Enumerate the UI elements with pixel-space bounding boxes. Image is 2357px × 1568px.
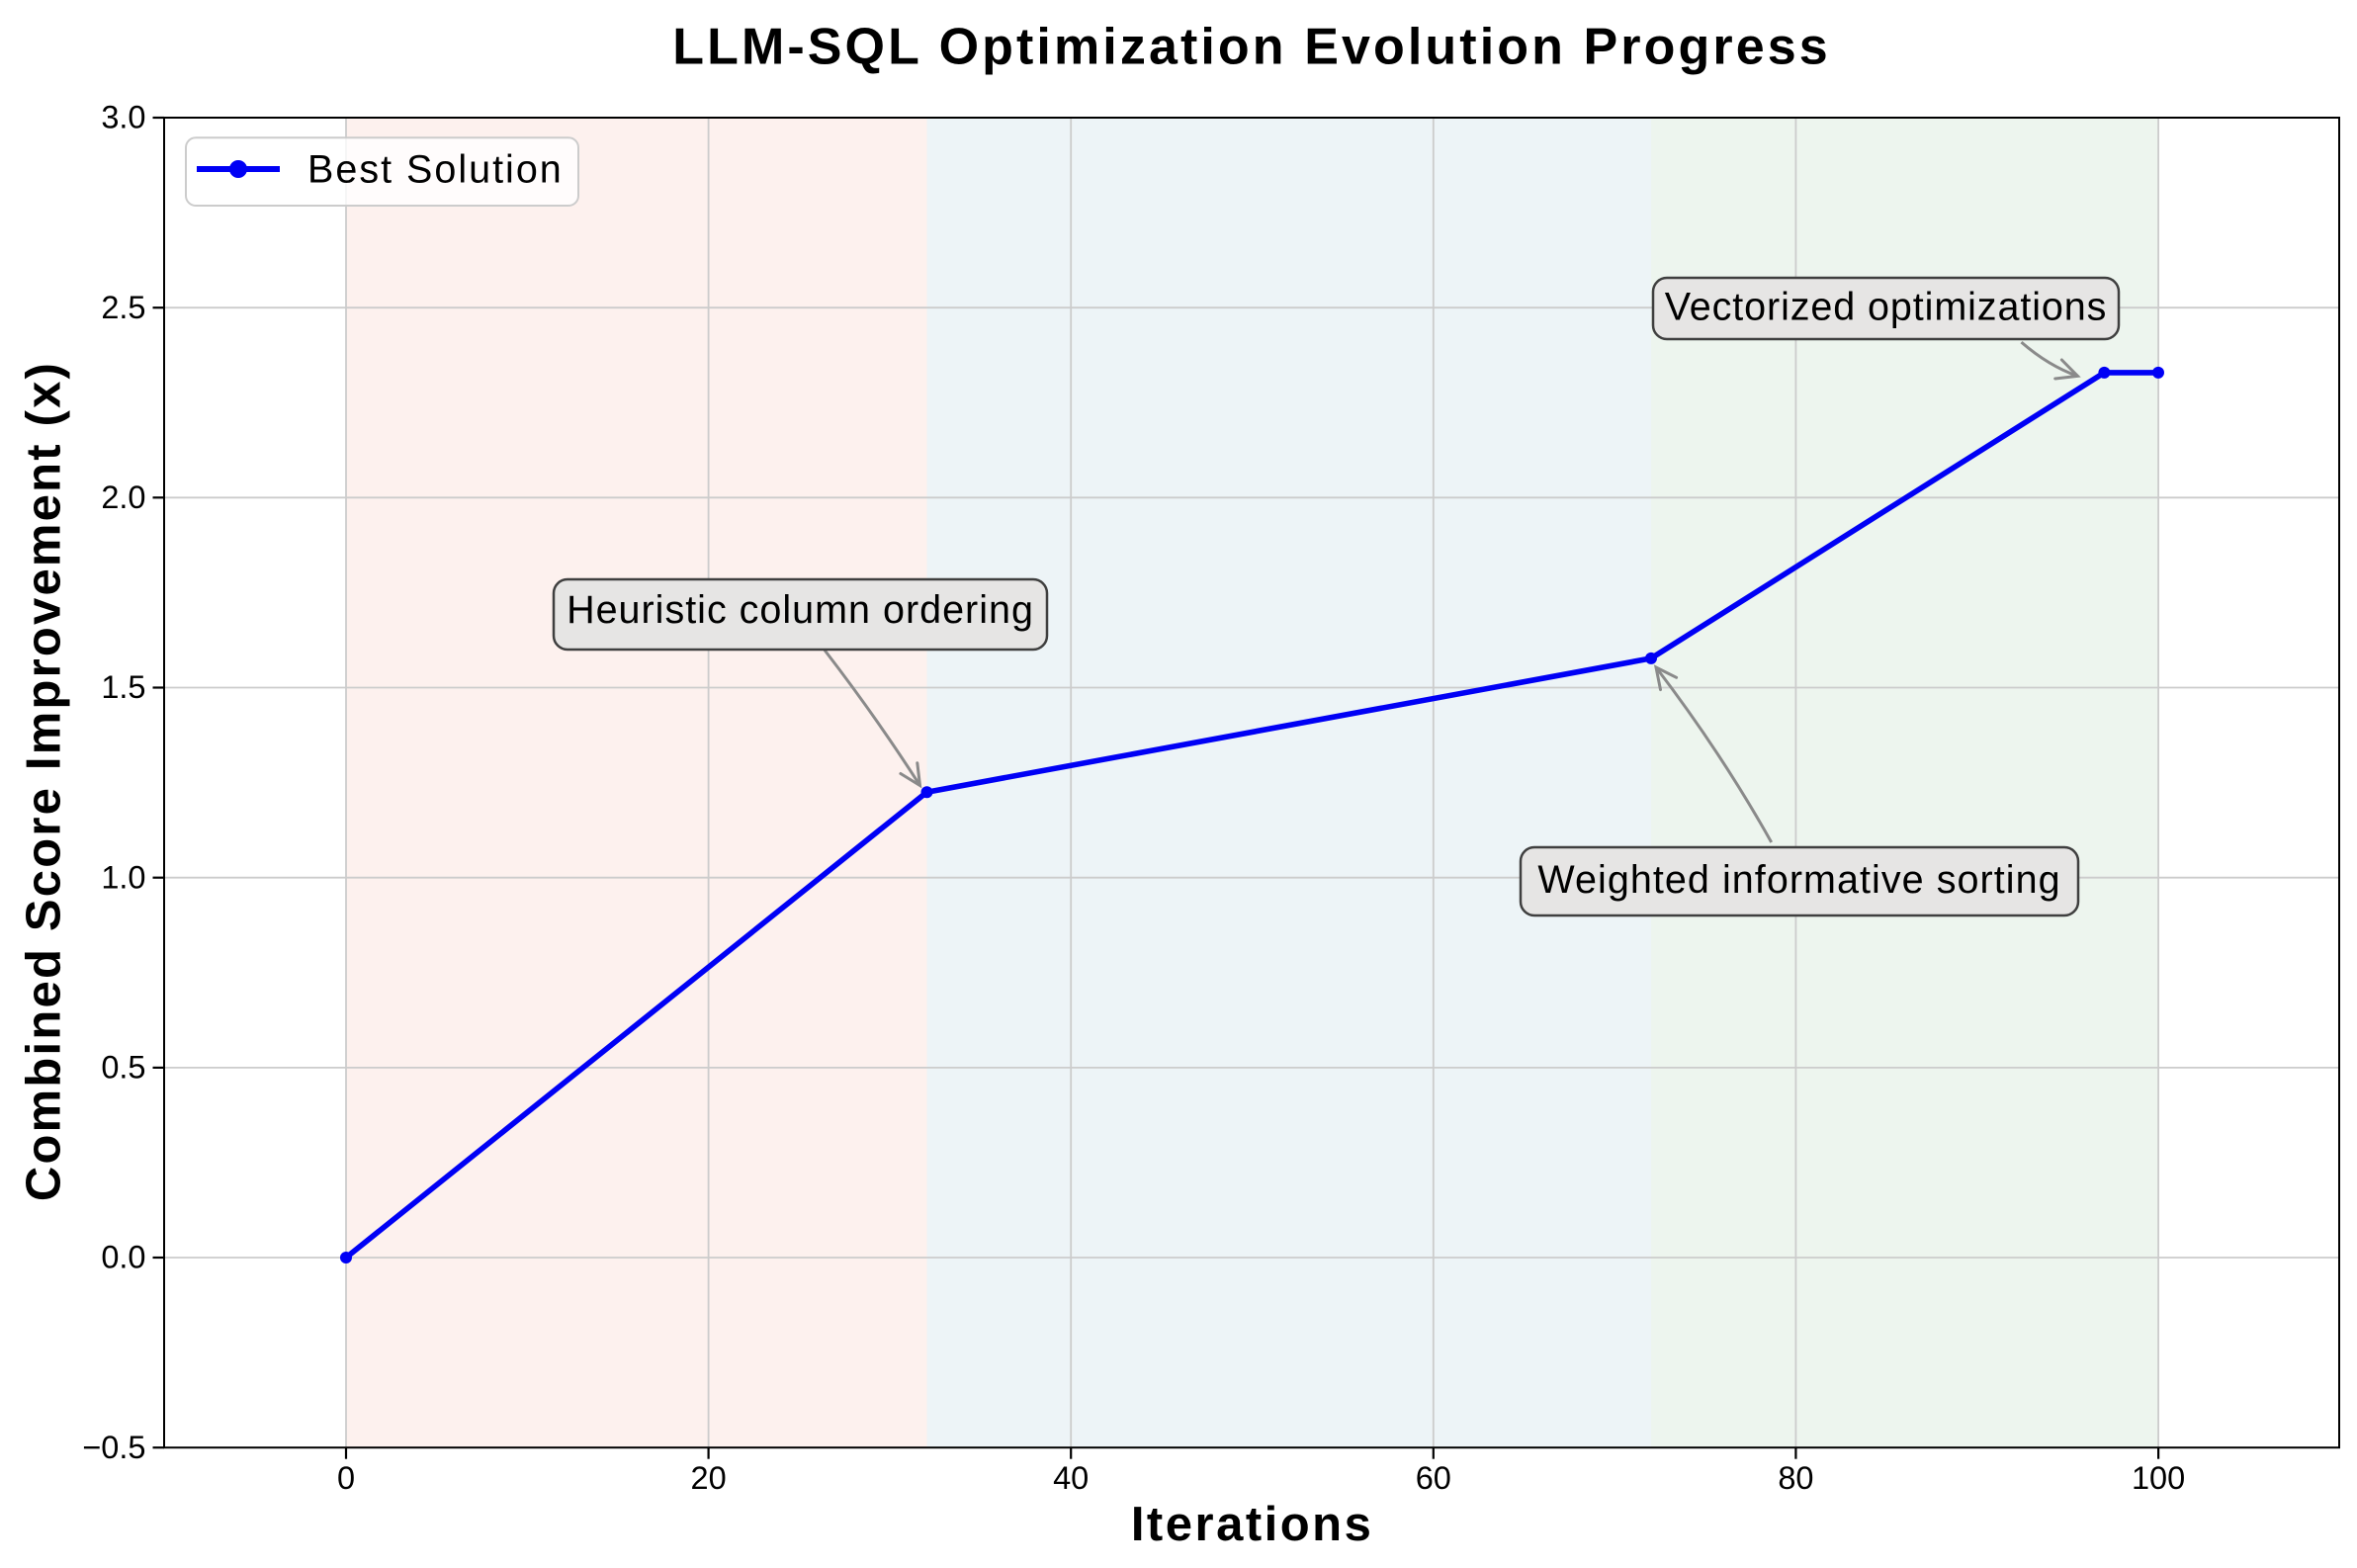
svg-text:1.5: 1.5 <box>101 669 145 705</box>
svg-text:20: 20 <box>691 1460 727 1496</box>
svg-text:Combined Score Improvement (x): Combined Score Improvement (x) <box>17 361 70 1201</box>
svg-text:0.0: 0.0 <box>101 1240 145 1275</box>
svg-text:3.0: 3.0 <box>101 100 145 135</box>
svg-text:0: 0 <box>337 1460 355 1496</box>
svg-text:Best Solution: Best Solution <box>307 147 564 191</box>
svg-text:1.0: 1.0 <box>101 859 145 895</box>
svg-text:−0.5: −0.5 <box>82 1430 145 1465</box>
svg-text:0.5: 0.5 <box>101 1050 145 1086</box>
svg-text:Heuristic column ordering: Heuristic column ordering <box>567 588 1034 632</box>
svg-text:Weighted informative sorting: Weighted informative sorting <box>1537 858 2060 902</box>
svg-text:80: 80 <box>1778 1460 1813 1496</box>
svg-text:100: 100 <box>2132 1460 2185 1496</box>
svg-text:Vectorized optimizations: Vectorized optimizations <box>1665 286 2108 329</box>
svg-text:LLM-SQL Optimization Evolution: LLM-SQL Optimization Evolution Progress <box>672 18 1831 75</box>
svg-text:2.0: 2.0 <box>101 479 145 515</box>
svg-text:Iterations: Iterations <box>1131 1498 1374 1551</box>
svg-text:40: 40 <box>1053 1460 1089 1496</box>
svg-text:60: 60 <box>1416 1460 1451 1496</box>
svg-text:2.5: 2.5 <box>101 290 145 325</box>
